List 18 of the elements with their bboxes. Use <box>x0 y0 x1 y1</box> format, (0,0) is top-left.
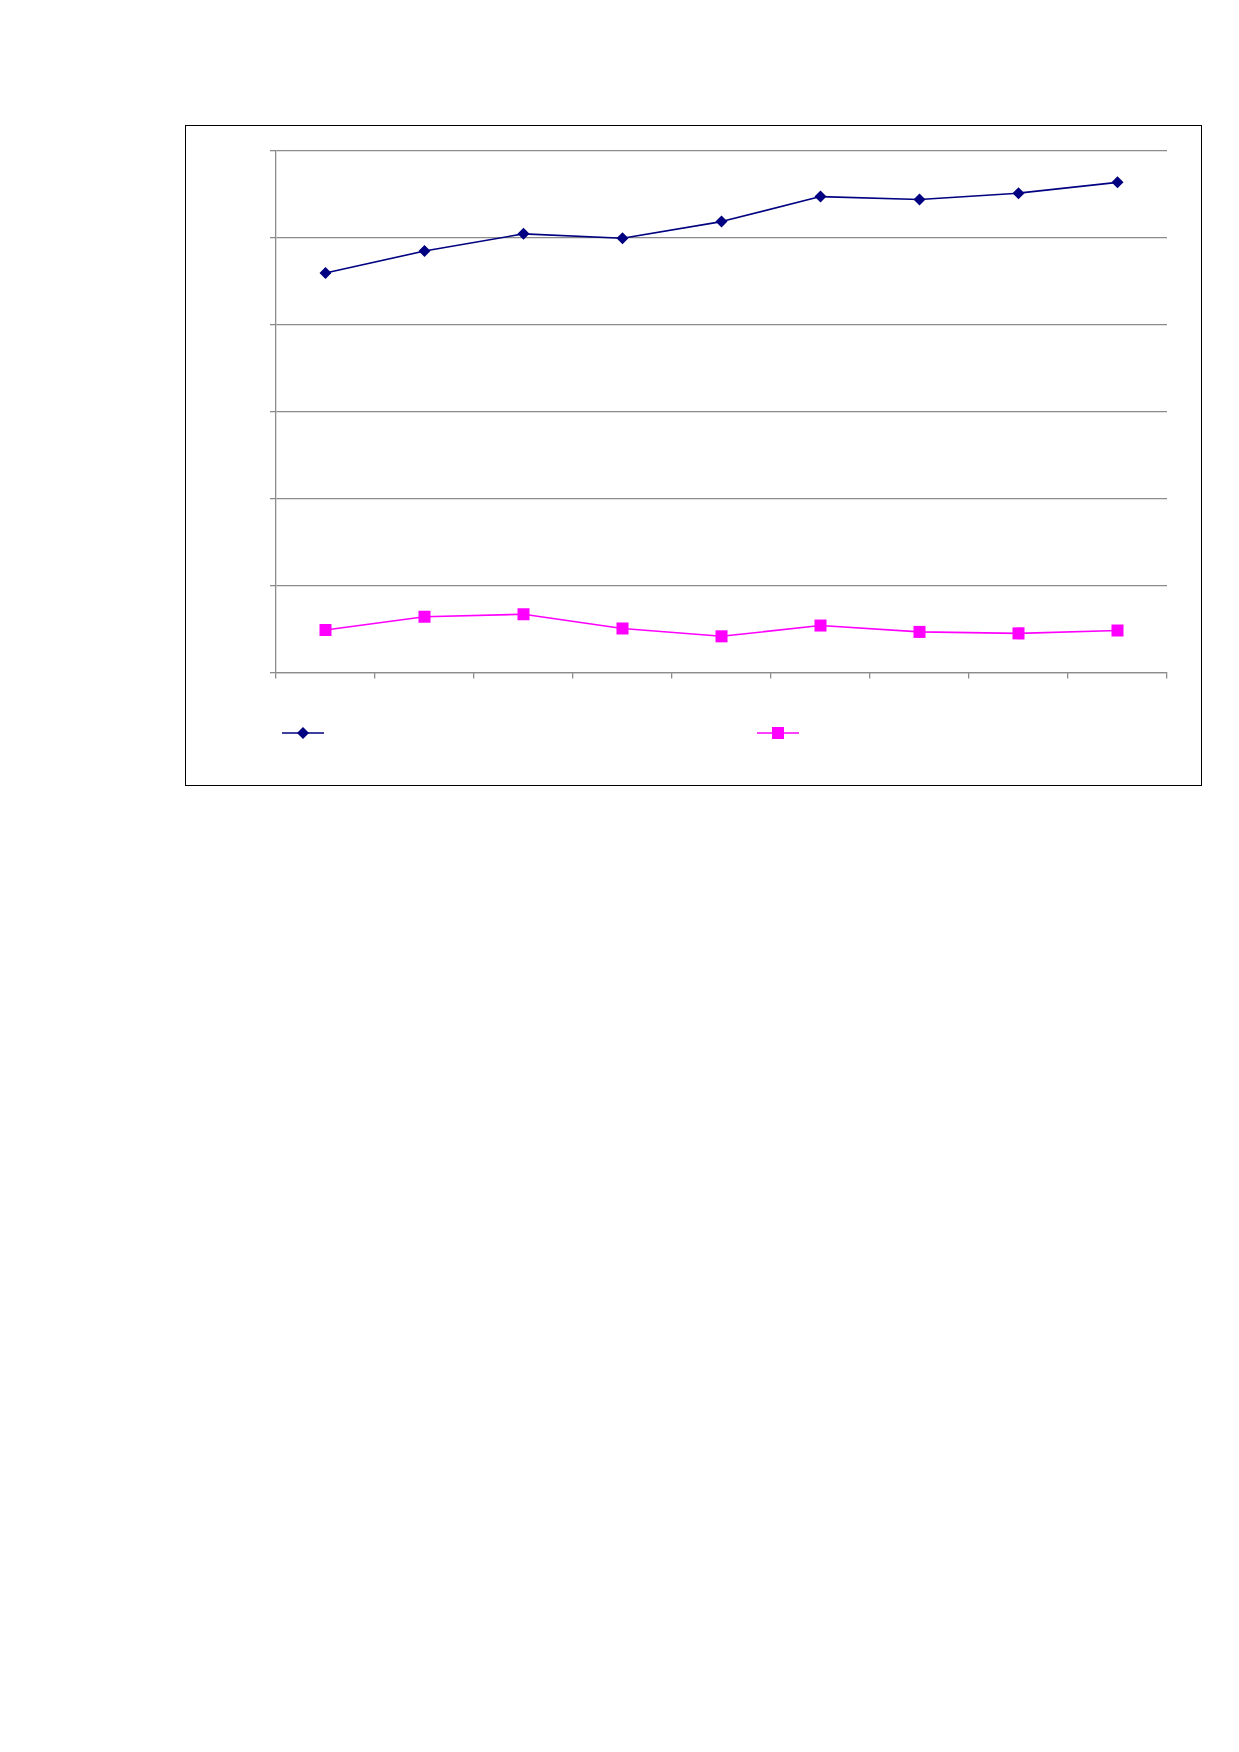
point <box>715 215 728 228</box>
point <box>913 625 926 638</box>
point <box>913 193 926 206</box>
point <box>616 622 629 635</box>
point <box>1012 187 1025 200</box>
point <box>319 267 332 280</box>
point <box>1111 624 1124 637</box>
point <box>517 608 530 621</box>
point <box>814 619 827 632</box>
point <box>418 245 431 258</box>
point <box>616 232 629 245</box>
point <box>319 623 332 636</box>
point <box>1111 176 1124 189</box>
point <box>715 630 728 643</box>
point <box>517 227 530 240</box>
point <box>1012 627 1025 640</box>
point <box>814 190 827 203</box>
point <box>418 610 431 623</box>
